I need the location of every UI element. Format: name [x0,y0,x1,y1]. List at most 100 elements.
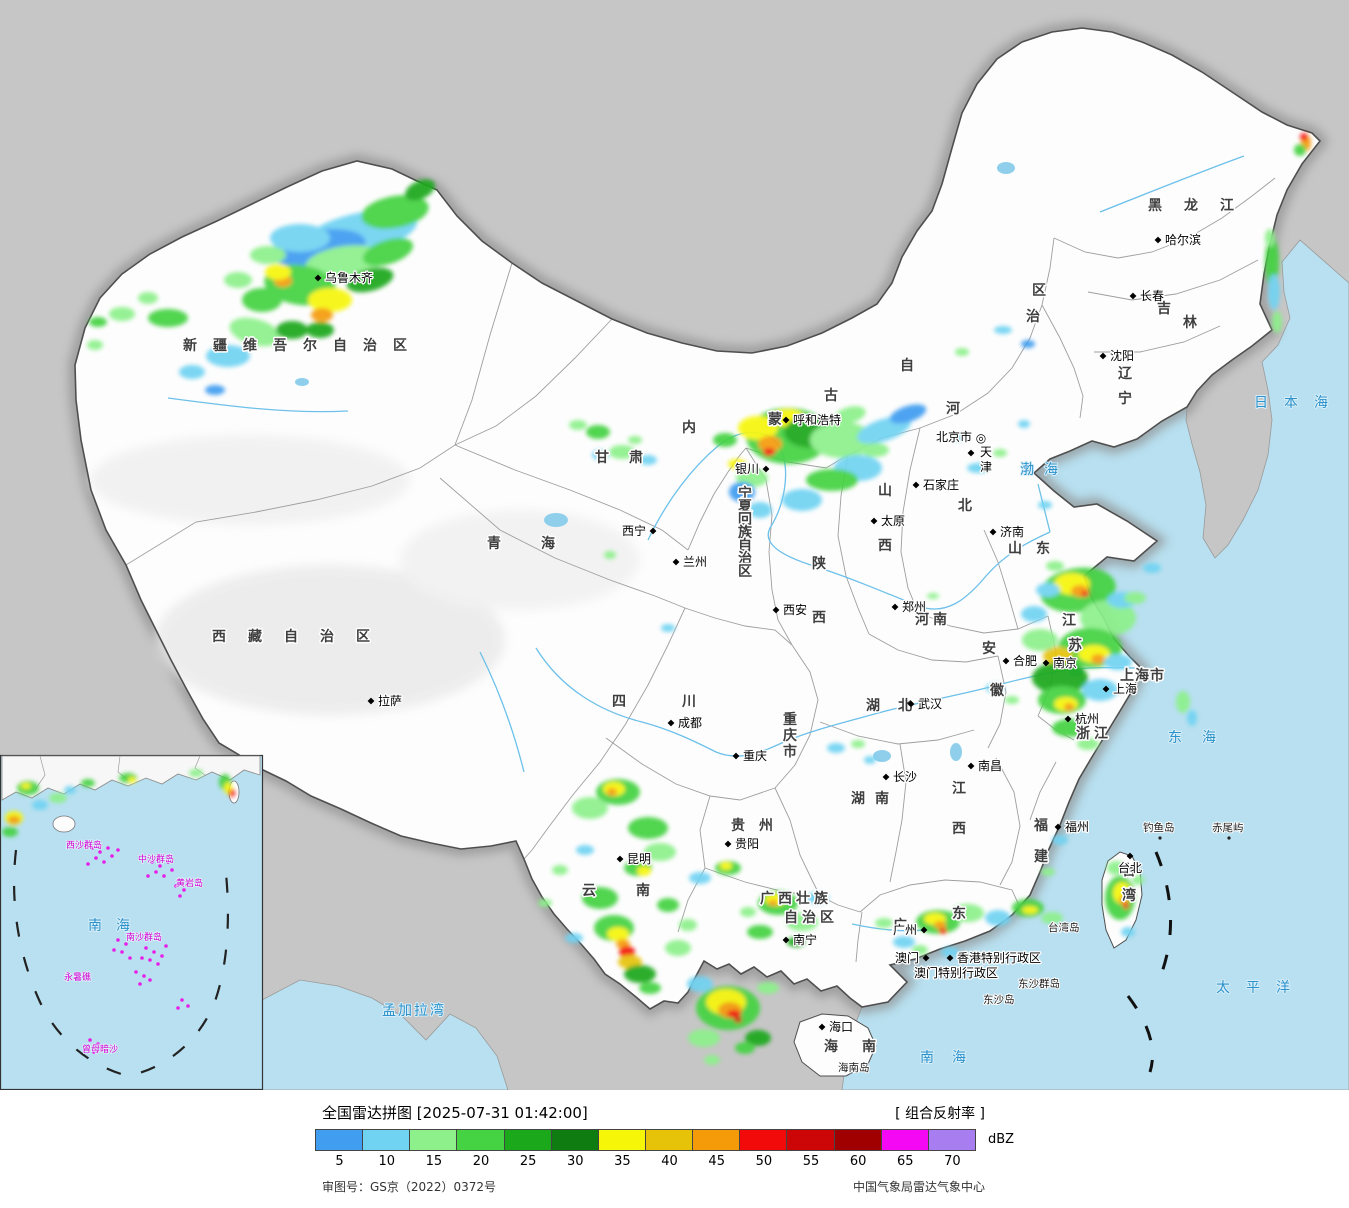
approval-number: 审图号：GS京（2022）0372号 [322,1180,496,1194]
inset-label: 西沙群岛 [66,839,102,851]
inset-island-dot [134,970,138,974]
legend-color-cell-65 [880,1129,929,1151]
extra-labels: 澳门特别行政区 [913,964,1000,982]
radar-echo [1272,311,1282,333]
inset-island-dot [160,954,164,958]
radar-echo [81,779,95,787]
legend-color-cell-25 [503,1129,552,1151]
legend-color-cell-5 [315,1129,364,1151]
province-label: 浙江 [1076,725,1112,742]
province-label: 河 [946,400,960,417]
inset-island-dots [86,846,190,1054]
radar-echo [205,385,225,395]
radar-echo [782,489,822,511]
province-label: 台 [1122,862,1136,879]
city-marker [967,762,975,770]
radar-echo [1091,654,1105,664]
city-label: 天津 [980,445,992,474]
radar-echo [138,292,158,304]
inset-island-dot [150,860,154,864]
radar-echo [1022,906,1038,914]
radar-echo [1043,647,1073,665]
city-label: 乌鲁木齐 [325,270,373,285]
city-label: 南京 [1053,655,1077,670]
radar-echo [109,307,135,321]
radar-echo [87,340,103,350]
radar-echo [864,756,876,764]
inset-label: 曾母暗沙 [82,1043,118,1055]
legend-tick: 65 [896,1154,914,1169]
radar-echo [1032,662,1088,694]
legend-tick: 45 [708,1154,725,1169]
city-label: 南昌 [978,758,1002,773]
radar-echo [1021,606,1047,622]
city-marker [967,449,975,457]
radar-echo [148,309,188,327]
province-label: 广 [893,917,907,934]
legend-tick: 30 [567,1154,584,1169]
island-label: 台湾岛 [1048,921,1080,934]
legend-color-cell-15 [409,1129,458,1151]
inset-island-dot [166,860,170,864]
radar-echo [346,267,394,293]
city-label: 台北 [1118,860,1142,875]
radar-echo [889,404,927,424]
radar-echo [1038,501,1052,509]
city-marker [1002,657,1010,665]
province-label: 自 [900,357,914,374]
lakes [295,162,1083,762]
inset-island-dot [176,1006,180,1010]
radar-echo [1300,133,1308,141]
city-marker [989,528,997,536]
radar-echo [810,422,874,458]
radar-echo [952,904,984,922]
city-marker [616,855,624,863]
radar-echo [1294,144,1306,156]
radar-echo [875,918,893,928]
radar-echo [607,788,617,796]
radar-echo [1041,912,1063,924]
city-marker [724,840,732,848]
city-marker [782,416,790,424]
inset-island-dot [180,998,184,1002]
radar-echo [644,843,676,861]
city-marker [907,700,915,708]
terrain-shading [90,435,640,715]
city-marker [920,926,928,934]
city-label: 杭州 [1075,711,1099,726]
radar-echo [569,420,587,430]
inset-label: 中沙群岛 [138,853,174,865]
province-label: 海南 [824,1038,900,1055]
province-label: 甘肃 [595,449,663,466]
inset-island-dot [94,856,98,860]
inset-island-dot [182,888,186,892]
radar-echo [993,449,1007,457]
legend-tick: 5 [335,1154,344,1169]
inset-island-dot [156,962,160,966]
inset-island-dot [112,948,116,952]
radar-echo [1052,835,1068,845]
province-label: 治 [1026,308,1040,325]
radar-echo [2,827,18,837]
city-label: 福州 [1065,819,1089,834]
city-label: 北京市 [936,429,972,444]
inset-island-dot [116,938,120,942]
island-dot [1000,995,1004,999]
inset-island-dot [142,974,146,978]
province-label: 陕 [812,555,826,572]
legend-tick: 15 [425,1154,443,1169]
city-label: 石家庄 [923,477,959,492]
city-marker [818,1023,826,1031]
radar-echo [661,624,675,632]
city-label: 济南 [1000,524,1024,539]
inset-island-dot [88,1038,92,1042]
reflectivity-colorbar [315,1129,976,1151]
inset-island-dot [92,1050,96,1054]
radar-echo [179,365,205,379]
radar-echo [748,502,772,518]
province-label: 苏 [1068,637,1082,654]
radar-echo [306,322,334,338]
city-label: 广州 [893,923,917,937]
inset-island-dot [124,942,128,946]
